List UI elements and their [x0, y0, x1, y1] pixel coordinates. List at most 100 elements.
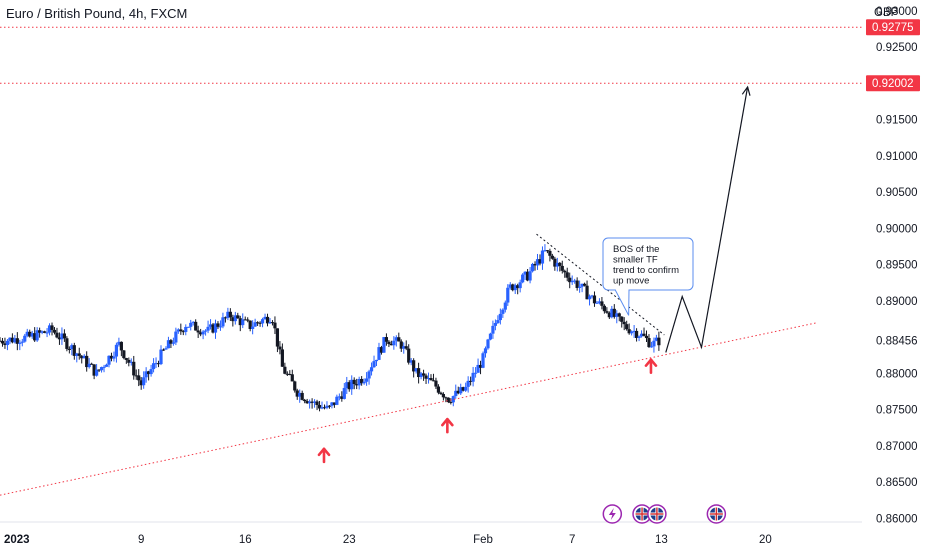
time-tick-label: 20	[759, 534, 772, 546]
candle-down	[124, 358, 128, 360]
price-axis[interactable]: 0.930000.925000.920000.915000.910000.905…	[866, 6, 920, 526]
uk-flag-icon[interactable]	[706, 504, 727, 524]
annotation-callout[interactable]: BOS of the smaller TF trend to confirm up m…	[602, 237, 694, 316]
candle-up	[587, 296, 592, 300]
up-arrow-icon	[644, 358, 658, 374]
candle-up	[154, 363, 158, 365]
candle-down	[429, 378, 433, 381]
candle-down	[461, 387, 465, 391]
candle-down	[642, 333, 646, 336]
candle-down	[228, 311, 232, 318]
candle-down	[404, 346, 408, 349]
candle-up	[208, 324, 213, 327]
candle-down	[161, 349, 166, 351]
candle-down	[444, 397, 448, 399]
candle-up	[166, 340, 171, 349]
candle-down	[238, 318, 242, 326]
candle-down	[0, 340, 5, 344]
candle-up	[513, 285, 517, 291]
candle-up	[117, 341, 121, 345]
candle-up	[573, 280, 577, 282]
candle-down	[340, 396, 344, 399]
candle-up	[8, 337, 12, 341]
candle-down	[285, 373, 289, 375]
time-axis[interactable]: 2023 9 16 23 Feb 7 13 20	[0, 521, 862, 546]
time-tick-label: Feb	[473, 534, 493, 546]
candle-up	[481, 353, 485, 368]
candle-down	[196, 330, 200, 333]
annotation-box	[602, 237, 694, 291]
candle-up	[409, 360, 413, 363]
projection-path	[665, 86, 749, 353]
candle-down	[622, 321, 626, 325]
candle-up	[535, 259, 540, 266]
candle-down	[412, 360, 416, 372]
candle-down	[446, 397, 450, 403]
candle-down	[436, 386, 441, 393]
candle-down	[538, 259, 542, 264]
projection-arrowhead	[741, 85, 751, 96]
candle-down	[647, 338, 651, 348]
candle-down	[317, 404, 322, 409]
candle-up	[471, 372, 475, 382]
candle-down	[243, 319, 247, 321]
candle-down	[600, 301, 604, 306]
candle-up	[221, 317, 225, 327]
candle-up	[102, 366, 106, 368]
candle-up	[18, 342, 22, 344]
candle-down	[441, 394, 445, 398]
candle-down	[560, 265, 564, 271]
candle-up	[414, 368, 418, 372]
candle-up	[454, 390, 458, 397]
candle-up	[654, 337, 659, 341]
candle-up	[241, 319, 245, 326]
lightning-icon[interactable]	[602, 504, 623, 524]
candle-down	[280, 349, 284, 367]
candle-down	[132, 361, 136, 376]
events-row[interactable]	[602, 504, 727, 524]
candle-down	[80, 355, 84, 359]
candle-down	[92, 364, 96, 376]
candle-up	[13, 338, 17, 343]
candle-down	[139, 380, 143, 386]
uk-flag-icon[interactable]	[647, 504, 667, 524]
candle-up	[260, 319, 265, 324]
candle-up	[253, 322, 257, 327]
candle-down	[389, 343, 393, 346]
candle-down	[449, 402, 453, 404]
candle-up	[637, 336, 641, 339]
candle-up	[595, 302, 599, 304]
candle-up	[374, 359, 379, 362]
candle-up	[159, 349, 163, 365]
candle-up	[213, 323, 218, 333]
up-arrow-icon	[317, 447, 331, 464]
candle-up	[312, 401, 317, 403]
time-tick-label: 2023	[4, 534, 30, 546]
candle-up	[394, 337, 398, 341]
time-tick-label: 7	[569, 534, 575, 546]
candle-up	[206, 326, 210, 331]
candle-down	[223, 317, 228, 319]
candle-up	[129, 361, 133, 363]
candles-layer	[0, 244, 661, 412]
candle-up	[191, 321, 195, 323]
candle-up	[164, 348, 168, 350]
symbol-title[interactable]: Euro / British Pound, 4h, FXCM	[6, 6, 188, 21]
candle-down	[194, 321, 198, 331]
candle-down	[295, 390, 299, 397]
candle-down	[563, 270, 567, 273]
candle-down	[97, 369, 101, 371]
candle-down	[77, 353, 81, 356]
candle-up	[426, 378, 431, 380]
candle-down	[424, 375, 428, 379]
candle-up	[473, 372, 478, 374]
candle-up	[570, 280, 574, 283]
annotation-line: up move	[613, 276, 649, 287]
candle-up	[491, 325, 495, 334]
candle-down	[38, 330, 42, 333]
candle-down	[305, 401, 309, 404]
candle-up	[23, 335, 27, 342]
candle-up	[392, 340, 396, 346]
candle-up	[75, 353, 79, 356]
